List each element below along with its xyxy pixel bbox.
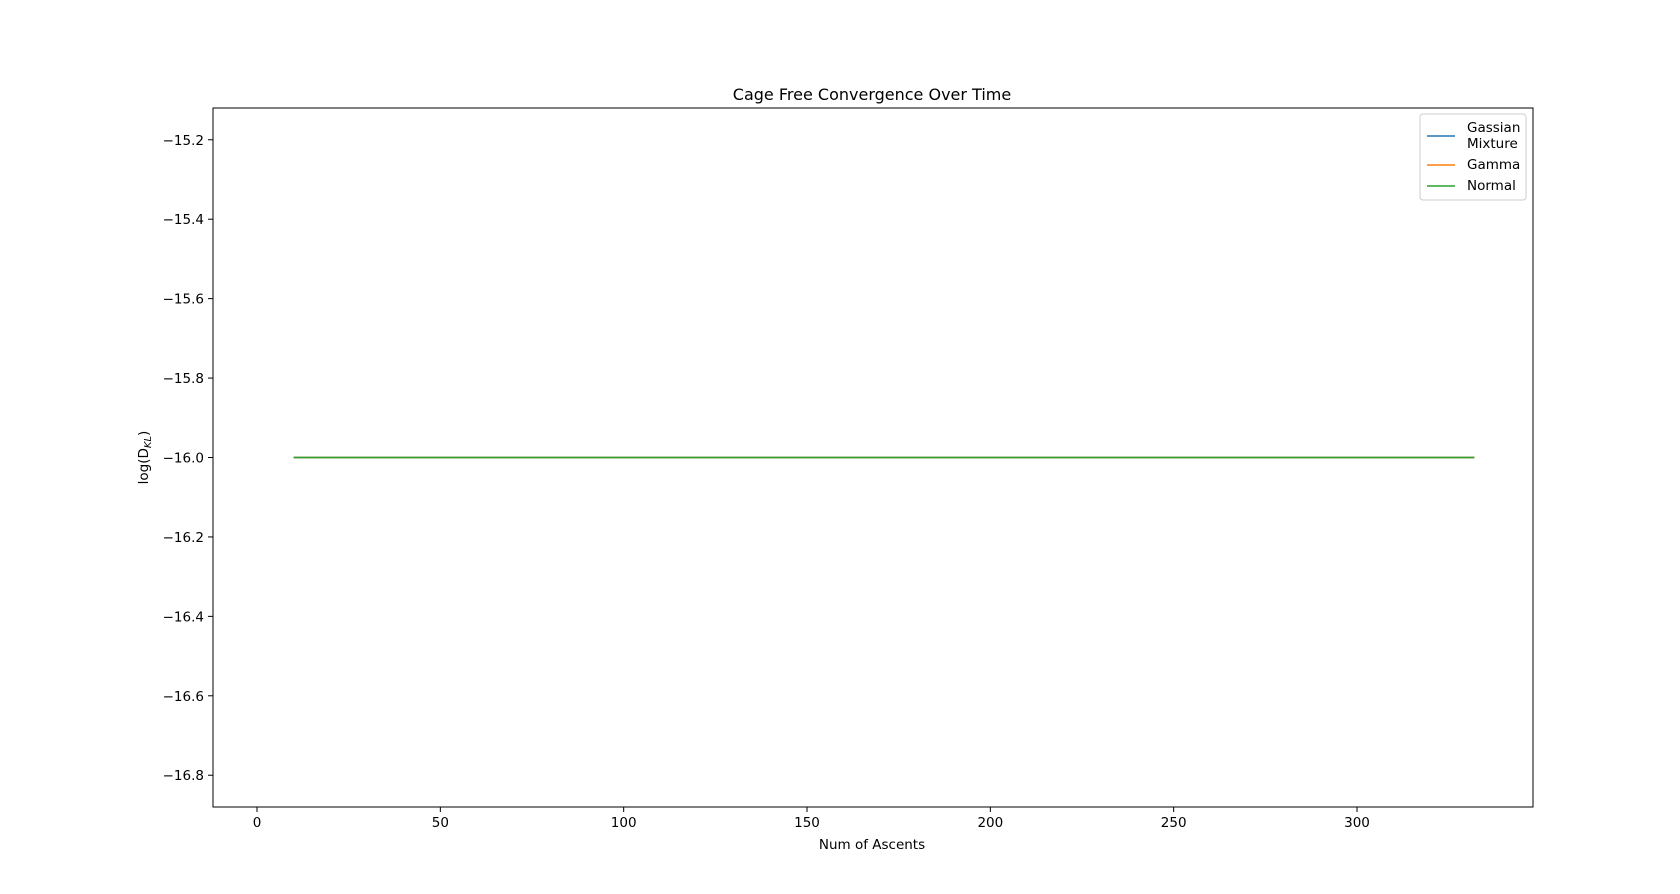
- y-axis-label-subscript: KL: [143, 436, 154, 448]
- y-tick-label: −16.2: [163, 530, 204, 546]
- legend-label-normal: Normal: [1467, 178, 1516, 194]
- y-axis-ticks: −15.2 −15.4 −15.6 −15.8 −16.0 −16.2 −16.4 −16.6…: [163, 133, 213, 784]
- legend-label-gassian-mixture: Gassian: [1467, 120, 1520, 136]
- y-tick-label: −16.0: [163, 451, 204, 467]
- plot-area-frame: [212, 107, 1534, 808]
- y-tick-label: −15.2: [163, 133, 204, 149]
- x-tick-label: 50: [432, 815, 449, 831]
- x-tick-label: 150: [794, 815, 820, 831]
- x-tick-label: 300: [1344, 815, 1370, 831]
- y-tick-label: −16.4: [163, 609, 204, 625]
- y-axis-label-main: log(D: [136, 448, 152, 484]
- y-axis-label-close: ): [136, 431, 152, 436]
- x-tick-label: 250: [1161, 815, 1187, 831]
- legend-label-gamma: Gamma: [1467, 157, 1520, 173]
- legend-label-gassian-mixture: Mixture: [1467, 136, 1518, 152]
- y-tick-label: −15.8: [163, 371, 204, 387]
- y-tick-label: −16.8: [163, 768, 204, 784]
- x-tick-label: 0: [253, 815, 262, 831]
- y-tick-label: −15.4: [163, 212, 204, 228]
- y-tick-label: −16.6: [163, 689, 204, 705]
- x-tick-label: 100: [611, 815, 637, 831]
- x-axis-label: Num of Ascents: [819, 837, 925, 853]
- x-tick-label: 200: [977, 815, 1003, 831]
- y-axis-label: log(DKL): [136, 431, 154, 485]
- chart-title: Cage Free Convergence Over Time: [733, 85, 1011, 104]
- x-axis-ticks: 0 50 100 150 200 250 300: [253, 807, 1370, 831]
- y-tick-label: −15.6: [163, 292, 204, 308]
